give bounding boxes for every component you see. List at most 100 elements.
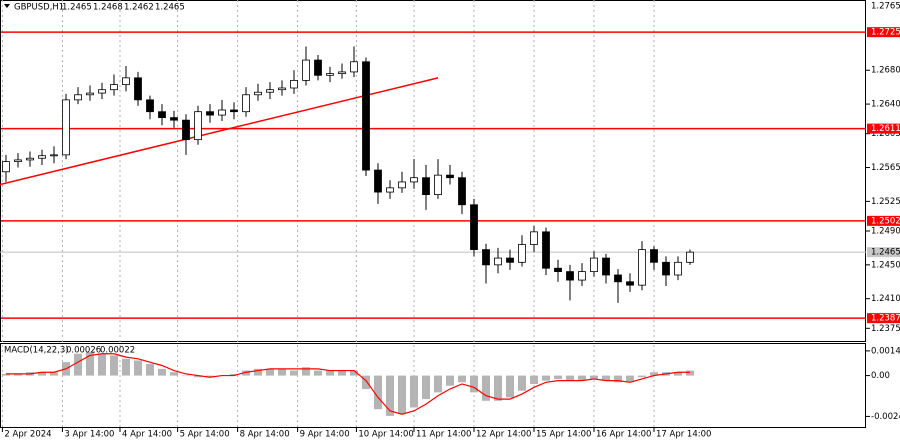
macd-bar <box>302 367 310 376</box>
macd-bar <box>518 375 526 391</box>
macd-bar <box>482 375 490 401</box>
candle-body <box>494 257 502 266</box>
macd-bar <box>578 375 586 381</box>
macd-bar <box>206 375 214 378</box>
y-tick-label: 1.2450 <box>871 260 900 270</box>
macd-bar <box>374 375 382 410</box>
macd-bar <box>242 370 250 376</box>
macd-bar <box>266 368 274 376</box>
macd-signal <box>6 353 690 415</box>
candle-body <box>74 94 82 101</box>
macd-bar <box>446 375 454 386</box>
macd-value: 0.00022 <box>100 346 135 356</box>
candle-body <box>26 157 34 161</box>
macd-bar <box>50 372 58 376</box>
current-price-box <box>867 247 900 258</box>
candle-body <box>158 111 166 119</box>
candle-body <box>14 159 22 163</box>
macd-bar <box>290 370 298 376</box>
macd-bar <box>554 375 562 379</box>
macd-bar <box>122 358 130 376</box>
macd-bar <box>254 368 262 376</box>
candle-body <box>170 117 178 121</box>
macd-bar <box>530 375 538 384</box>
header-arrow <box>4 4 10 8</box>
macd-bar <box>110 355 118 376</box>
x-tick-label: 5 Apr 14:00 <box>180 430 230 440</box>
candle-body <box>458 177 466 206</box>
candle-body <box>626 281 634 286</box>
y-tick-label: 1.2490 <box>871 227 900 237</box>
y-tick-label: 1.2410 <box>871 294 900 304</box>
x-tick-label: 4 Apr 14:00 <box>122 430 172 440</box>
x-tick-label: 15 Apr 14:00 <box>536 430 591 440</box>
header-value: 1.2465 <box>155 3 185 13</box>
level-label-box <box>867 27 900 38</box>
x-tick-label: 10 Apr 14:00 <box>358 430 413 440</box>
candle-body <box>242 94 250 113</box>
candle-body <box>182 119 190 141</box>
y-tick-label: 1.2680 <box>871 66 900 76</box>
macd-bar <box>434 375 442 393</box>
candle-body <box>446 174 454 179</box>
x-tick-label: 17 Apr 14:00 <box>656 430 711 440</box>
macd-bar <box>614 375 622 383</box>
macd-bar <box>230 373 238 376</box>
macd-bar <box>458 375 466 383</box>
macd-bar <box>494 375 502 401</box>
macd-bar <box>362 375 370 390</box>
current-price-label: 1.2465 <box>871 248 900 258</box>
candle-body <box>386 187 394 193</box>
macd-bar <box>278 368 286 376</box>
candle-body <box>134 77 142 101</box>
macd-bar <box>134 360 142 376</box>
header-value: 1.2468 <box>93 3 123 13</box>
candle-body <box>398 181 406 189</box>
macd-bar <box>566 375 574 381</box>
x-tick-label: 2 Apr 2024 <box>4 430 51 440</box>
macd-bar <box>182 375 190 377</box>
macd-bar <box>650 372 658 376</box>
macd-bar <box>98 353 106 376</box>
candle-body <box>470 204 478 251</box>
level-label-box <box>867 313 900 324</box>
macd-bar <box>86 352 94 376</box>
macd-bar <box>2 373 10 376</box>
level-label-box <box>867 123 900 134</box>
x-tick-label: 12 Apr 14:00 <box>476 430 531 440</box>
candle-body <box>566 271 574 281</box>
macd-bar <box>386 375 394 416</box>
candle-body <box>122 77 130 86</box>
candle-body <box>194 111 202 141</box>
y-tick-label: 1.2605 <box>871 129 900 139</box>
candle-body <box>506 257 514 263</box>
x-tick-label: 11 Apr 14:00 <box>416 430 471 440</box>
macd-y-tick-label: -0.00243 <box>871 412 900 422</box>
header-value: 1.2465 <box>62 3 92 13</box>
macd-bar <box>686 370 694 376</box>
candle-body <box>542 231 550 269</box>
level-label: 1.2725 <box>871 28 900 38</box>
candle-body <box>530 231 538 245</box>
macd-bar <box>350 370 358 376</box>
y-tick-label: 1.2640 <box>871 100 900 110</box>
x-tick-label: 9 Apr 14:00 <box>300 430 350 440</box>
candle-body <box>290 79 298 89</box>
candle-body <box>410 177 418 183</box>
level-label: 1.2387 <box>871 314 900 324</box>
symbol: GBPUSD,H1 <box>14 3 64 13</box>
macd-bar <box>470 375 478 393</box>
candle-body <box>362 61 370 171</box>
macd-bar <box>158 368 166 376</box>
candle-body <box>662 261 670 276</box>
y-tick-label: 1.2565 <box>871 163 900 173</box>
candle-body <box>350 61 358 73</box>
macd-bar <box>410 375 418 408</box>
candle-body <box>638 249 646 286</box>
macd-bar <box>602 375 610 381</box>
macd-bar <box>38 372 46 376</box>
level-label-box <box>867 215 900 226</box>
